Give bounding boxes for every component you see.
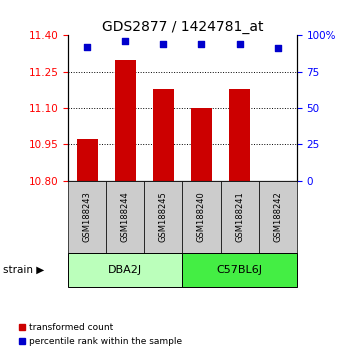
Text: GSM188241: GSM188241 xyxy=(235,192,244,242)
Text: GSM188240: GSM188240 xyxy=(197,192,206,242)
Bar xyxy=(153,88,174,181)
Legend: transformed count, percentile rank within the sample: transformed count, percentile rank withi… xyxy=(18,324,182,346)
Text: GSM188242: GSM188242 xyxy=(273,192,282,242)
Point xyxy=(85,44,90,50)
Point xyxy=(123,38,128,44)
Point xyxy=(199,41,204,47)
Text: DBA2J: DBA2J xyxy=(108,265,143,275)
Text: GSM188243: GSM188243 xyxy=(83,192,92,242)
Text: GSM188244: GSM188244 xyxy=(121,192,130,242)
Point xyxy=(161,41,166,47)
Point xyxy=(237,41,242,47)
Bar xyxy=(191,108,212,181)
Point xyxy=(275,46,280,51)
Bar xyxy=(229,88,250,181)
Text: GSM188245: GSM188245 xyxy=(159,192,168,242)
Text: C57BL6J: C57BL6J xyxy=(217,265,263,275)
Text: strain ▶: strain ▶ xyxy=(3,265,45,275)
Bar xyxy=(115,59,136,181)
Title: GDS2877 / 1424781_at: GDS2877 / 1424781_at xyxy=(102,21,263,34)
Bar xyxy=(77,139,98,181)
